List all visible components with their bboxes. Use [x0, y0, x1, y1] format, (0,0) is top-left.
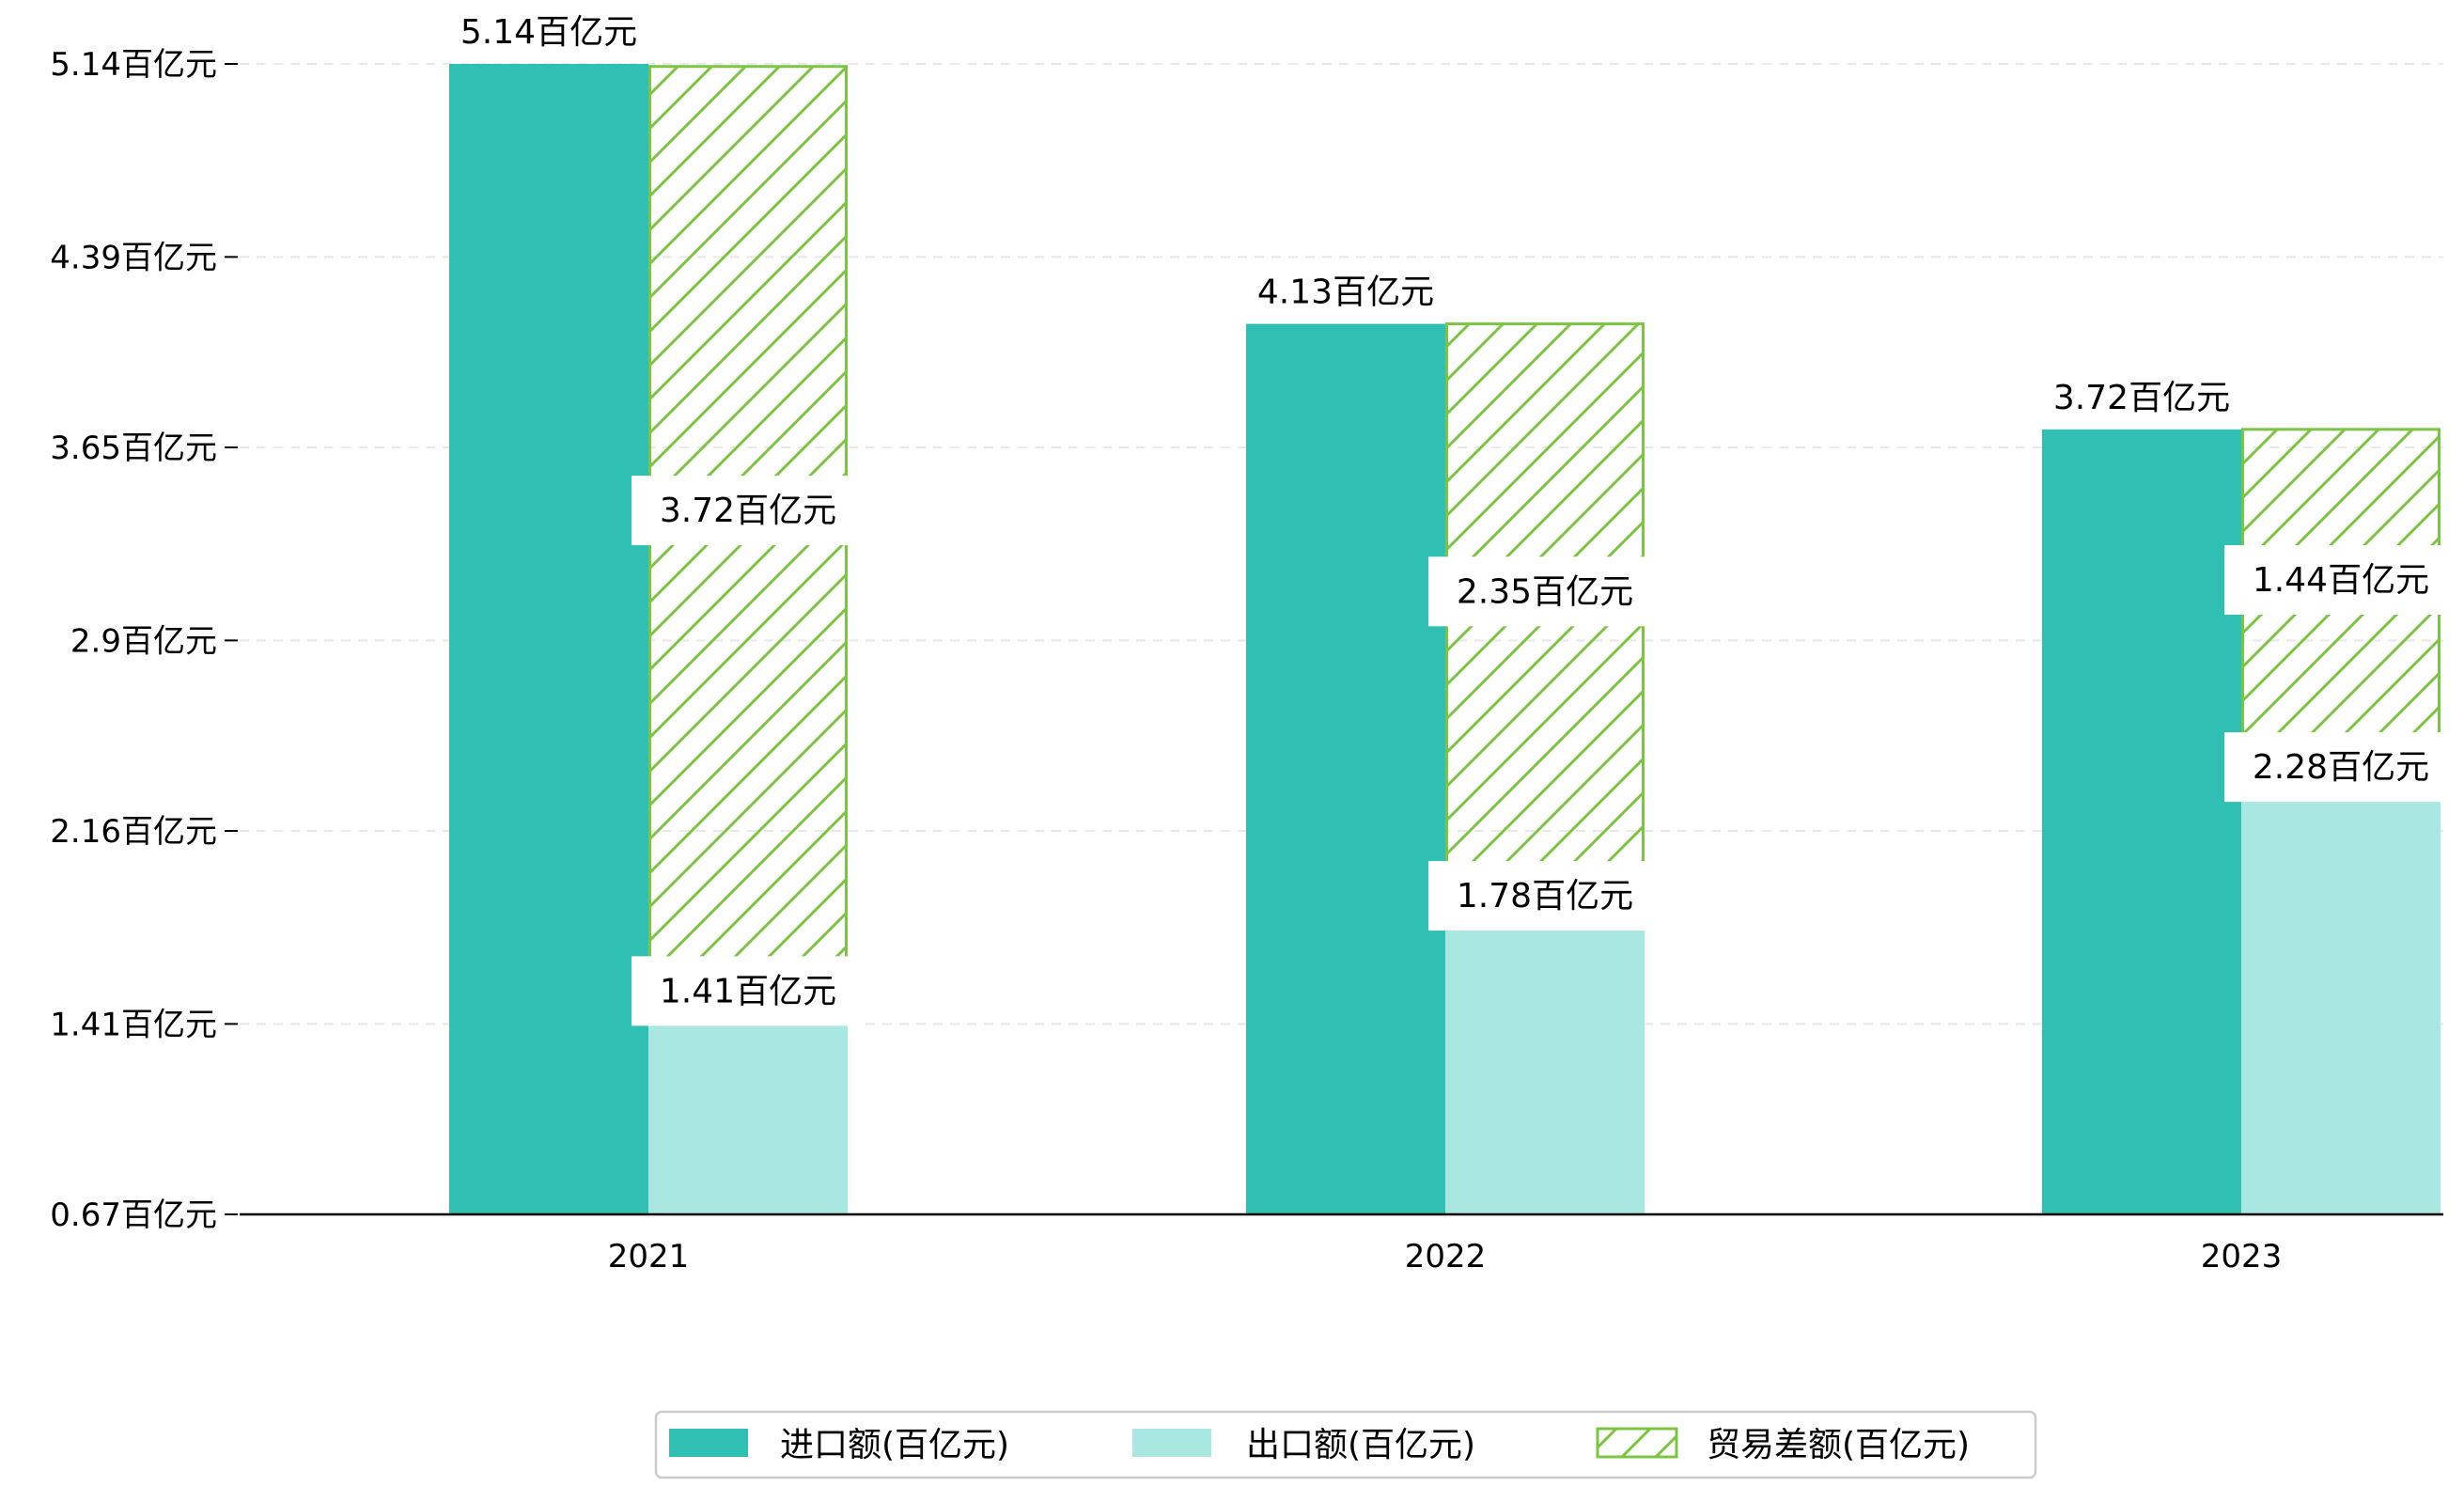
- balance-data-label-bg: [1428, 556, 1661, 627]
- export-data-label-bg: [1428, 861, 1661, 931]
- balance-data-label-bg: [632, 476, 865, 546]
- bars: [449, 64, 2441, 1215]
- export-bar: [648, 1024, 848, 1214]
- legend-swatch: [669, 1429, 748, 1457]
- x-tick-label: 2022: [1405, 1238, 1487, 1275]
- legend-swatch: [1596, 1427, 1678, 1459]
- y-tick-label: 0.67百亿元: [50, 1197, 217, 1234]
- export-bar: [2241, 800, 2441, 1214]
- legend-label: 贸易差额(百亿元): [1707, 1426, 1970, 1464]
- axes: 0.67百亿元 1.41百亿元 2.16百亿元 2.9百亿元 3.65百亿元 4.39百亿…: [50, 46, 2443, 1275]
- y-tick-label: 1.41百亿元: [50, 1006, 217, 1043]
- legend: 进口额(百亿元) 出口额(百亿元) 贸易差额(百亿元): [654, 1410, 2037, 1479]
- y-tick-label: 2.9百亿元: [70, 622, 217, 660]
- import-bar: [2042, 429, 2241, 1214]
- import-data-label: 5.14百亿元: [460, 13, 637, 52]
- x-tick-label: 2023: [2201, 1238, 2283, 1275]
- import-data-label: 3.72百亿元: [2053, 379, 2230, 417]
- balance-data-label: 3.72百亿元: [660, 492, 836, 530]
- x-tick-label: 2021: [608, 1238, 690, 1275]
- export-data-label: 1.41百亿元: [660, 972, 836, 1010]
- balance-data-label-bg: [2224, 544, 2457, 615]
- y-tick-label: 4.39百亿元: [50, 239, 217, 276]
- import-bar: [449, 64, 648, 1214]
- legend-label: 进口额(百亿元): [780, 1426, 1009, 1464]
- balance-data-label: 2.35百亿元: [1457, 572, 1633, 611]
- data-labels: 5.14百亿元 1.41百亿元 3.72百亿元 4.13百亿元 1.78百亿元 2.35百…: [460, 13, 2457, 1026]
- export-data-label: 2.28百亿元: [2253, 748, 2429, 787]
- import-bar: [1246, 323, 1445, 1215]
- export-data-label-bg: [2224, 732, 2457, 803]
- legend-label: 出口额(百亿元): [1246, 1426, 1475, 1464]
- export-data-label: 1.78百亿元: [1457, 877, 1633, 915]
- balance-data-label: 1.44百亿元: [2253, 561, 2429, 600]
- y-tick-label: 3.65百亿元: [50, 430, 217, 467]
- export-data-label-bg: [632, 956, 865, 1026]
- export-bar: [1445, 929, 1645, 1214]
- legend-swatch: [1132, 1429, 1211, 1457]
- y-tick-label: 2.16百亿元: [50, 813, 217, 851]
- import-data-label: 4.13百亿元: [1257, 274, 1434, 312]
- legend-box: [654, 1410, 2037, 1479]
- y-tick-label: 5.14百亿元: [50, 46, 217, 84]
